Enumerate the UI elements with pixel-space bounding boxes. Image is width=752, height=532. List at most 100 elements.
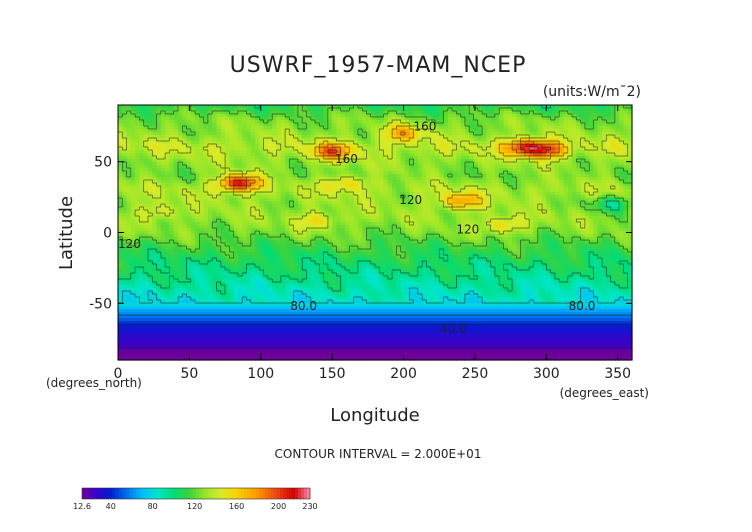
heatmap-cell xyxy=(447,153,453,157)
heatmap-cell xyxy=(345,174,350,178)
heatmap-cell xyxy=(370,171,376,175)
heatmap-cell xyxy=(263,129,269,133)
heatmap-cell xyxy=(267,117,273,121)
heatmap-cell xyxy=(297,108,303,112)
heatmap-cell xyxy=(246,105,252,109)
heatmap-cell xyxy=(255,159,260,163)
heatmap-cell xyxy=(602,144,607,148)
heatmap-cell xyxy=(542,114,547,118)
heatmap-cell xyxy=(280,144,286,148)
heatmap-cell xyxy=(345,153,350,157)
heatmap-cell xyxy=(439,114,445,118)
heatmap-cell xyxy=(550,135,556,139)
heatmap-cell xyxy=(584,111,590,115)
heatmap-cell xyxy=(289,132,295,136)
heatmap-cell xyxy=(404,108,410,112)
heatmap-cell xyxy=(122,150,128,154)
heatmap-cell xyxy=(572,141,577,145)
heatmap-cell xyxy=(366,138,372,142)
heatmap-cell xyxy=(439,165,445,169)
heatmap-cell xyxy=(507,141,513,145)
heatmap-cell xyxy=(182,171,188,175)
heatmap-cell xyxy=(225,132,230,136)
heatmap-cell xyxy=(447,111,453,115)
heatmap-cell xyxy=(160,147,166,151)
heatmap-cell xyxy=(542,162,547,166)
heatmap-cell xyxy=(606,165,612,169)
heatmap-cell xyxy=(524,165,530,169)
heatmap-cell xyxy=(327,168,333,172)
heatmap-cell xyxy=(195,165,200,169)
heatmap-cell xyxy=(567,165,573,169)
heatmap-cell xyxy=(182,108,188,112)
heatmap-cell xyxy=(195,150,200,154)
heatmap-cell xyxy=(349,156,355,160)
heatmap-cell xyxy=(554,129,560,133)
heatmap-cell xyxy=(400,111,406,115)
heatmap-cell xyxy=(139,120,145,124)
heatmap-cell xyxy=(460,168,466,172)
heatmap-cell xyxy=(152,162,158,166)
heatmap-cell xyxy=(293,117,299,121)
heatmap-cell xyxy=(614,114,620,118)
heatmap-cell xyxy=(559,117,565,121)
heatmap-cell xyxy=(285,165,290,169)
heatmap-cell xyxy=(139,180,145,184)
heatmap-cell xyxy=(139,165,145,169)
heatmap-cell xyxy=(572,150,577,154)
heatmap-cell xyxy=(263,132,269,136)
heatmap-cell xyxy=(173,150,179,154)
heatmap-cell xyxy=(177,165,183,169)
heatmap-cell xyxy=(370,165,376,169)
heatmap-cell xyxy=(606,144,612,148)
heatmap-cell xyxy=(195,105,200,109)
heatmap-cell xyxy=(340,174,346,178)
heatmap-cell xyxy=(207,144,213,148)
heatmap-cell xyxy=(147,171,153,175)
heatmap-cell xyxy=(122,114,128,118)
heatmap-cell xyxy=(207,117,213,121)
heatmap-cell xyxy=(627,129,633,133)
heatmap-cell xyxy=(289,171,295,175)
heatmap-cell xyxy=(139,168,145,172)
heatmap-cell xyxy=(537,141,543,145)
heatmap-cell xyxy=(422,165,427,169)
heatmap-cell xyxy=(507,171,513,175)
heatmap-cell xyxy=(186,159,192,163)
heatmap-cell xyxy=(512,129,517,133)
heatmap-cell xyxy=(602,129,607,133)
heatmap-cell xyxy=(404,150,410,154)
heatmap-cell xyxy=(606,132,612,136)
heatmap-cell xyxy=(516,108,522,112)
heatmap-cell xyxy=(520,156,526,160)
heatmap-cell xyxy=(285,177,290,181)
heatmap-cell xyxy=(469,165,475,169)
heatmap-cell xyxy=(392,171,398,175)
heatmap-cell xyxy=(126,159,132,163)
heatmap-cell xyxy=(152,141,158,145)
heatmap-cell xyxy=(122,111,128,115)
heatmap-cell xyxy=(392,144,398,148)
heatmap-cell xyxy=(233,108,239,112)
heatmap-cell xyxy=(216,138,222,142)
heatmap-cell xyxy=(160,129,166,133)
heatmap-cell xyxy=(563,168,569,172)
heatmap-cell xyxy=(156,111,162,115)
heatmap-cell xyxy=(597,114,603,118)
heatmap-cell xyxy=(229,135,235,139)
heatmap-cell xyxy=(216,111,222,115)
heatmap-cell xyxy=(559,108,565,112)
heatmap-cell xyxy=(409,114,415,118)
heatmap-cell xyxy=(593,123,599,127)
heatmap-cell xyxy=(118,120,123,124)
heatmap-cell xyxy=(469,180,475,184)
heatmap-cell xyxy=(263,171,269,175)
heatmap-cell xyxy=(623,138,629,142)
heatmap-cell xyxy=(627,156,633,160)
heatmap-cell xyxy=(516,135,522,139)
heatmap-cell xyxy=(507,108,513,112)
heatmap-cell xyxy=(422,174,427,178)
heatmap-cell xyxy=(207,108,213,112)
heatmap-cell xyxy=(537,165,543,169)
heatmap-cell xyxy=(576,159,582,163)
